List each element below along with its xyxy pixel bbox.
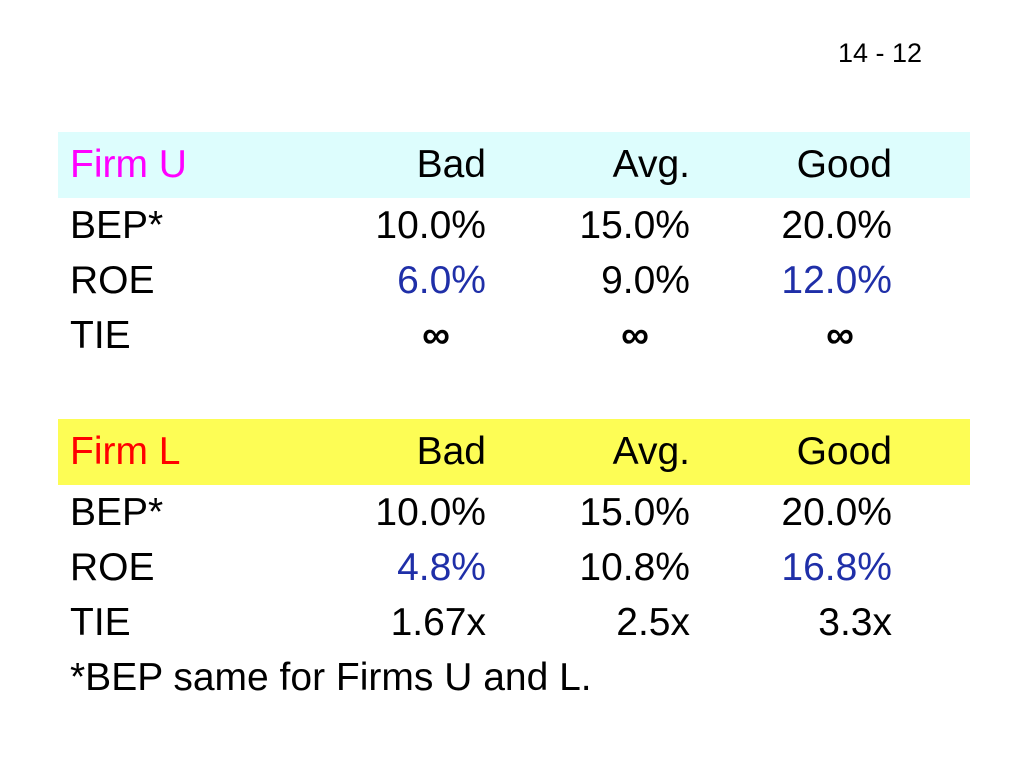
value-good: 3.3x: [818, 601, 892, 644]
value-bad: 6.0%: [397, 259, 486, 302]
slide-number: 14 - 12: [838, 38, 923, 68]
footnote: *BEP same for Firms U and L.: [70, 656, 592, 699]
value-good: 16.8%: [781, 546, 892, 589]
column-header-avg: Avg.: [612, 143, 690, 186]
value-good: 20.0%: [781, 204, 892, 247]
value-good: 20.0%: [781, 491, 892, 534]
value-avg: 10.8%: [579, 546, 690, 589]
firm-u-row-bep: BEP* 10.0% 15.0% 20.0%: [58, 198, 970, 253]
firm-u-table: Firm U Bad Avg. Good BEP* 10.0% 15.0% 20…: [58, 132, 970, 363]
value-bad: 10.0%: [375, 491, 486, 534]
column-header-good: Good: [796, 143, 892, 186]
firm-u-row-roe: ROE 6.0% 9.0% 12.0%: [58, 253, 970, 308]
value-avg: 2.5x: [616, 601, 690, 644]
row-label: BEP*: [70, 204, 164, 247]
column-header-bad: Bad: [416, 430, 486, 473]
row-label: ROE: [70, 259, 155, 302]
row-label: BEP*: [70, 491, 164, 534]
infinity-icon: ∞: [422, 314, 450, 357]
column-header-avg: Avg.: [612, 430, 690, 473]
column-header-bad: Bad: [416, 143, 486, 186]
firm-l-header-row: Firm L Bad Avg. Good: [58, 419, 970, 485]
firm-u-row-tie: TIE ∞ ∞ ∞: [58, 308, 970, 363]
firm-l-title: Firm L: [70, 430, 181, 473]
firm-u-title: Firm U: [70, 143, 187, 186]
firm-u-header-row: Firm U Bad Avg. Good: [58, 132, 970, 198]
value-avg: 9.0%: [601, 259, 690, 302]
firm-l-row-roe: ROE 4.8% 10.8% 16.8%: [58, 540, 970, 595]
value-good: 12.0%: [781, 259, 892, 302]
value-bad: 1.67x: [390, 601, 486, 644]
firm-l-row-bep: BEP* 10.0% 15.0% 20.0%: [58, 485, 970, 540]
firm-l-table: Firm L Bad Avg. Good BEP* 10.0% 15.0% 20…: [58, 419, 970, 650]
infinity-icon: ∞: [826, 314, 854, 357]
value-bad: 4.8%: [397, 546, 486, 589]
value-bad: 10.0%: [375, 204, 486, 247]
row-label: TIE: [70, 314, 131, 357]
firm-l-row-tie: TIE 1.67x 2.5x 3.3x: [58, 595, 970, 650]
infinity-icon: ∞: [621, 314, 649, 357]
value-avg: 15.0%: [579, 204, 690, 247]
column-header-good: Good: [796, 430, 892, 473]
row-label: ROE: [70, 546, 155, 589]
value-avg: 15.0%: [579, 491, 690, 534]
row-label: TIE: [70, 601, 131, 644]
